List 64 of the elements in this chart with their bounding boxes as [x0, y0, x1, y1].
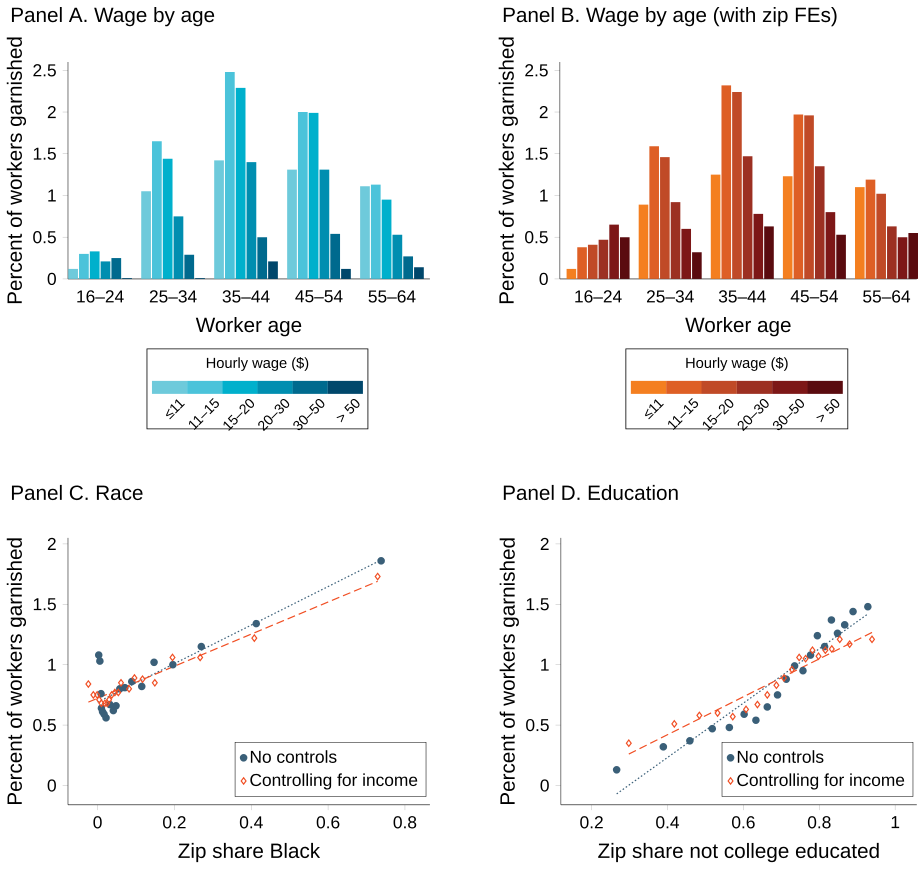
y-tick-label: 1 [48, 190, 56, 202]
y-tick-label: 0 [48, 779, 56, 792]
x-axis-title: Zip share Black [178, 843, 320, 862]
legend-label: Controlling for income [250, 773, 418, 790]
x-tick-label: 25–34 [150, 290, 197, 303]
x-tick-label: 0.6 [732, 816, 755, 829]
y-tick-label: 1.5 [34, 598, 56, 610]
y-tick-label: 1 [540, 190, 548, 202]
y-tick-label: 0.5 [33, 719, 56, 732]
x-tick-label: 0 [93, 816, 102, 829]
y-tick-label: 1.5 [526, 598, 549, 610]
x-tick-label: 45–54 [790, 290, 838, 302]
x-axis-title: Zip share not college educated [598, 843, 879, 862]
y-tick-label: 2 [48, 106, 56, 118]
chart-title: Panel B. Wage by age (with zip FEs) [504, 7, 837, 26]
chart-title: Panel A. Wage by age [12, 7, 214, 26]
x-tick-label: 0.4 [656, 816, 680, 829]
legend-label: > 50 [336, 399, 360, 422]
x-tick-label: 16–24 [77, 290, 124, 303]
y-tick-label: 1 [48, 658, 56, 671]
x-tick-label: 35–44 [222, 290, 270, 303]
y-tick-label: 2.5 [525, 64, 548, 77]
x-tick-label: 0.2 [163, 816, 186, 829]
chart-title: Panel C. Race [12, 485, 143, 500]
y-tick-label: 0 [540, 272, 548, 286]
x-tick-label: 0.4 [240, 816, 263, 829]
legend-label: Controlling for income [737, 773, 904, 790]
x-tick-label: 16–24 [575, 290, 622, 303]
legend-label: ≤11 [644, 399, 664, 420]
legend-label: ≤11 [166, 399, 185, 420]
x-tick-label: 0.8 [808, 816, 831, 829]
y-tick-label: 0.5 [525, 231, 548, 244]
y-tick-label: 1.5 [526, 148, 548, 160]
legend-title: Hourly wage ($) [206, 357, 308, 372]
y-tick-label: 1.5 [34, 148, 56, 160]
y-tick-label: 2 [540, 538, 549, 550]
x-tick-label: 0.2 [580, 816, 603, 829]
x-tick-label: 35–44 [718, 290, 766, 303]
legend-title: Hourly wage ($) [686, 357, 788, 372]
legend-label: No controls [250, 750, 336, 764]
legend-label: No controls [738, 750, 824, 764]
x-axis-title: Worker age [685, 317, 791, 336]
x-tick-label: 0.6 [316, 816, 340, 829]
y-tick-label: 0 [540, 779, 549, 792]
y-tick-label: 0 [48, 272, 56, 286]
y-axis-title: Percent of workers garnished [500, 538, 519, 804]
legend-label: > 50 [816, 399, 840, 422]
y-tick-label: 0.5 [33, 231, 56, 244]
x-tick-label: 55–64 [863, 290, 910, 303]
x-tick-label: 25–34 [646, 290, 694, 303]
y-axis-title: Percent of workers garnished [498, 38, 518, 304]
x-tick-label: 55–64 [368, 290, 416, 303]
y-tick-label: 2.5 [33, 64, 56, 77]
x-tick-label: 45–54 [295, 290, 343, 302]
x-tick-label: 1 [892, 816, 900, 828]
y-tick-label: 2 [540, 106, 548, 118]
x-tick-label: 0.8 [394, 816, 416, 829]
y-tick-label: 1 [541, 658, 549, 671]
chart-title: Panel D. Education [504, 485, 678, 500]
y-axis-title: Percent of workers garnished [6, 538, 26, 804]
x-axis-title: Worker age [196, 317, 302, 336]
y-axis-title: Percent of workers garnished [6, 38, 26, 304]
y-tick-label: 0.5 [526, 719, 549, 732]
y-tick-label: 2 [48, 538, 56, 550]
